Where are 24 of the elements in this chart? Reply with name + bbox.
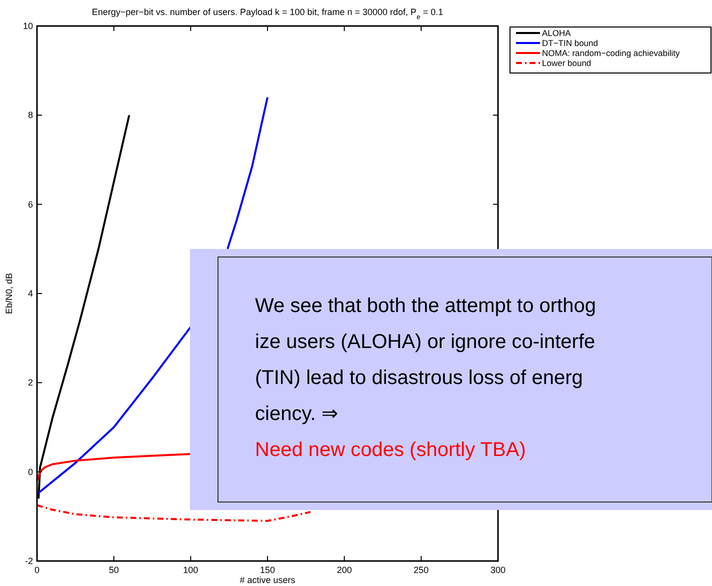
y-tick-label: 2: [28, 378, 33, 388]
y-axis-title: Eb/N0, dB: [4, 272, 14, 314]
line-series: [36, 453, 192, 482]
y-tick-label: 6: [28, 199, 33, 210]
legend-label: NOMA: random−coding achievability: [542, 48, 680, 58]
x-tick-label: 50: [108, 565, 119, 575]
x-tick-label: 100: [183, 565, 198, 575]
y-tick-label: 4: [28, 288, 33, 298]
chart-title: Energy−per−bit vs. number of users. Payload k = 100 bit, frame n = 30000 rdof, P$_{e}$ = 0.1: [92, 7, 444, 20]
x-tick-label: 250: [414, 565, 429, 575]
x-tick-label: 150: [260, 565, 276, 575]
x-tick-label: 200: [336, 565, 352, 575]
x-tick-label: 0: [34, 565, 40, 575]
y-tick-label: 8: [28, 110, 33, 120]
y-tick-label: 0: [28, 466, 33, 477]
annotation: We see that both the attempt to orthog ize users (ALOHA) or ignore co-interfe (TIN) lead to disastrous loss of energ ciency. ⇒ Need new codes (shortly TBA): [255, 295, 596, 461]
x-tick-label: 300: [490, 565, 506, 575]
legend-label: ALOHA: [542, 28, 572, 38]
x-axis-title: # active users: [240, 575, 296, 585]
legend-label: Lower bound: [542, 58, 592, 68]
y-tick-label: -2: [24, 556, 33, 566]
line-series: [36, 504, 312, 522]
legend-label: DT−TIN bound: [542, 38, 598, 48]
y-tick-label: 10: [22, 21, 33, 31]
